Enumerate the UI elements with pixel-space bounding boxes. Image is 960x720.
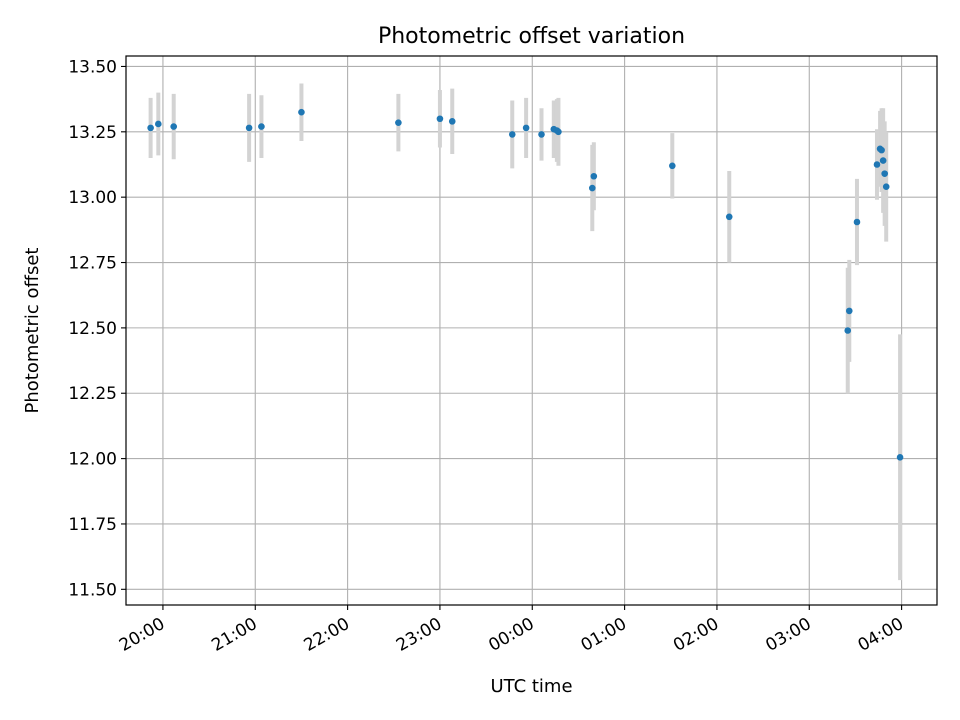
data-point: [170, 123, 178, 130]
y-axis-ticks: 11.50 11.75 12.00 12.25 12.50 12.75 13.00 13.25…: [68, 57, 126, 600]
data-point: [298, 108, 305, 116]
data-point: [245, 124, 253, 132]
y-tick-label-12-50: 12.50: [68, 319, 117, 339]
data-point: [669, 162, 676, 170]
data-point: [844, 327, 852, 334]
y-tick-label-11-75: 11.75: [68, 515, 117, 535]
y-tick-label-12-25: 12.25: [68, 384, 117, 404]
data-point: [258, 123, 265, 130]
y-tick-label-13-00: 13.00: [68, 188, 117, 208]
data-point: [155, 120, 162, 128]
y-tick-label-11-50: 11.50: [68, 580, 117, 600]
data-point: [882, 183, 890, 191]
data-point: [508, 131, 516, 138]
y-tick-label-12-75: 12.75: [68, 254, 117, 274]
data-point: [395, 119, 402, 126]
data-point: [590, 172, 598, 180]
x-axis-label: UTC time: [490, 676, 572, 697]
data-point: [588, 184, 596, 192]
data-point: [538, 131, 545, 138]
y-tick-label-13-50: 13.50: [68, 57, 117, 77]
data-point: [879, 157, 887, 164]
data-point: [853, 218, 861, 226]
y-axis-label: Photometric offset: [22, 248, 43, 414]
plot-frame: [125, 55, 938, 606]
data-point: [436, 115, 444, 123]
data-point: [873, 161, 881, 168]
chart-title: Photometric offset variation: [378, 24, 685, 49]
data-point: [448, 118, 456, 125]
data-point: [147, 124, 154, 132]
data-point: [555, 128, 562, 136]
data-point: [878, 146, 885, 154]
data-point: [896, 453, 904, 461]
data-point: [881, 170, 888, 177]
y-tick-label-12-00: 12.00: [68, 450, 117, 470]
data-points: [147, 108, 904, 461]
data-point: [725, 213, 733, 221]
grid-lines: [126, 56, 937, 605]
data-point: [845, 307, 853, 315]
data-point: [522, 124, 530, 132]
y-tick-label-13-25: 13.25: [68, 123, 117, 143]
